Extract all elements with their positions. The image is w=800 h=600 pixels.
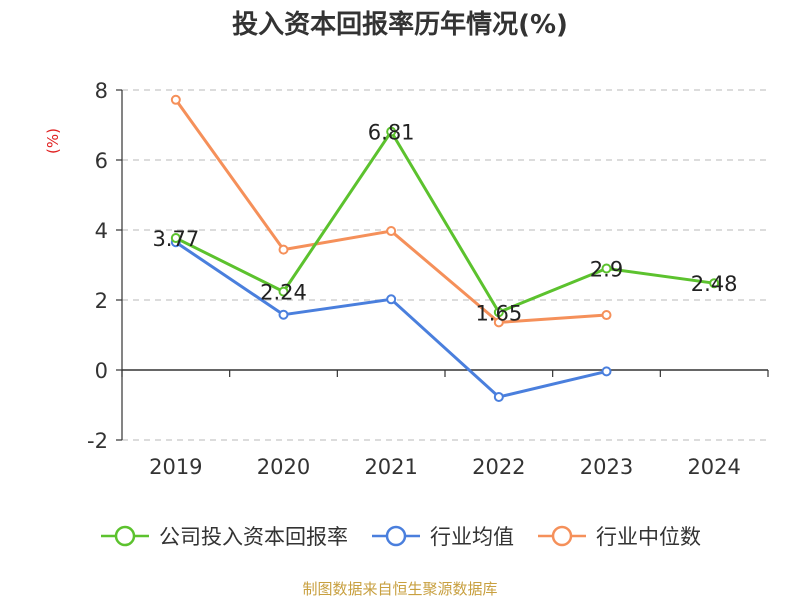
x-tick-label: 2021 [364,455,417,479]
legend-label: 行业中位数 [596,525,701,549]
y-tick-label: 0 [95,359,108,383]
data-labels: 3.77 2.24 6.81 1.65 2.9 2.48 [152,121,737,326]
data-label: 2.9 [590,258,623,282]
data-point [601,263,612,274]
y-tick-label: -2 [87,429,108,453]
data-point [278,309,289,320]
legend: 公司投入资本回报率 行业均值 行业中位数 [0,518,800,554]
legend-line-marker-icon [372,525,420,547]
legend-label: 行业均值 [430,525,514,549]
data-point [278,244,289,255]
x-tick-label: 2019 [149,455,202,479]
data-point [170,233,181,244]
data-point [386,294,397,305]
y-tick-label: 4 [95,219,108,243]
data-label: 6.81 [368,121,415,145]
data-point [386,126,397,137]
legend-line-marker-icon [538,525,586,547]
series-lines [170,94,720,402]
data-point [709,278,720,289]
axes: -2 0 2 4 6 8 2019 2020 2021 2022 2023 2024 [87,79,769,479]
data-point [493,391,504,402]
legend-item-company[interactable]: 公司投入资本回报率 [99,521,348,551]
legend-label: 公司投入资本回报率 [159,525,348,549]
data-label: 2.48 [691,272,738,296]
data-label: 1.65 [475,301,522,325]
data-point [493,307,504,318]
x-tick-label: 2020 [257,455,310,479]
data-label: 2.24 [260,281,307,305]
data-label: 3.77 [152,227,199,251]
data-point [170,94,181,105]
data-point [278,286,289,297]
x-tick-label: 2023 [580,455,633,479]
x-tick-label: 2022 [472,455,525,479]
series-line [175,130,715,314]
legend-item-industry-mean[interactable]: 行业均值 [370,521,514,551]
legend-line-marker-icon [101,525,149,547]
source-note: 制图数据来自恒生聚源数据库 [302,580,498,598]
x-tick-label: 2024 [687,455,740,479]
data-point [601,310,612,321]
chart-title: 投入资本回报率历年情况(%) [232,10,568,40]
data-point [601,366,612,377]
y-tick-label: 6 [95,149,108,173]
y-tick-label: 2 [95,289,108,313]
data-point [386,226,397,237]
legend-item-industry-median[interactable]: 行业中位数 [536,521,701,551]
y-tick-label: 8 [95,79,108,103]
data-point [493,317,504,328]
line-chart: -2 0 2 4 6 8 2019 2020 2021 2022 2023 2024 3.77 2.24… [87,79,769,479]
grid-lines [122,89,768,441]
